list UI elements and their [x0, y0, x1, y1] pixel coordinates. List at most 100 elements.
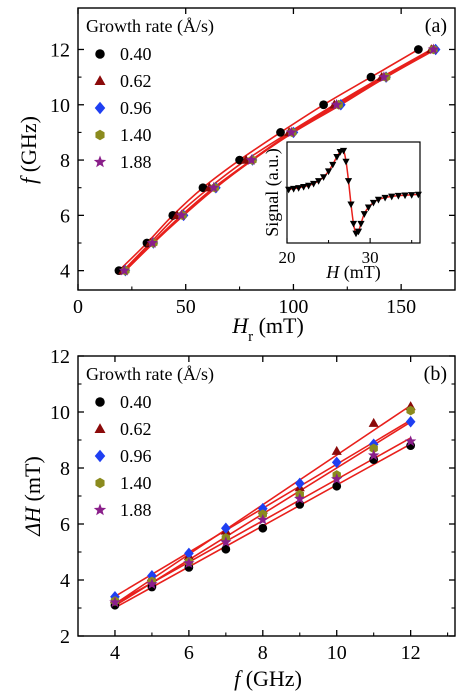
inset-data-point: [295, 185, 303, 192]
data-point: [276, 128, 285, 137]
inset-data-point: [374, 196, 383, 204]
data-point: [146, 578, 158, 590]
x-axis-subscript: r: [248, 329, 253, 345]
data-point: [184, 547, 194, 560]
inset-x-tick-label: 30: [362, 248, 379, 267]
data-point: [257, 513, 269, 525]
data-point: [378, 71, 390, 82]
data-point: [405, 416, 416, 428]
y-tick-label: 10: [50, 95, 70, 117]
x-axis-label: f (GHz): [234, 666, 302, 691]
x-axis-symbol: f: [234, 666, 243, 691]
legend-label: 0.62: [120, 419, 152, 439]
data-point: [235, 155, 244, 165]
series-1.88: [109, 435, 417, 608]
data-point: [198, 183, 208, 193]
series-0.96: [110, 416, 416, 603]
data-point: [319, 100, 328, 110]
y-axis-unit: (mT): [20, 456, 45, 507]
data-point: [332, 481, 342, 491]
data-point: [404, 435, 417, 447]
plot-frame: [77, 7, 456, 291]
legend-marker: [94, 423, 106, 433]
y-axis-unit: (GHz): [16, 116, 41, 178]
data-point: [147, 570, 157, 582]
inset-data-point: [414, 191, 422, 199]
legend-label: 0.62: [120, 71, 152, 91]
inset-data-point: [285, 186, 293, 194]
data-point: [285, 126, 297, 138]
legend-label: 0.96: [120, 98, 152, 118]
legend-label: 0.40: [120, 44, 152, 64]
data-point: [406, 405, 415, 416]
legend-marker: [95, 477, 105, 489]
y-tick-label: 4: [60, 570, 70, 592]
inset-data-point: [369, 199, 378, 207]
x-tick-label: 50: [176, 296, 196, 318]
inset-data-point: [354, 228, 363, 236]
y-tick-label: 12: [50, 346, 70, 368]
data-point: [369, 443, 378, 454]
data-point: [146, 237, 159, 248]
data-point: [295, 500, 305, 509]
data-point: [183, 557, 195, 569]
data-point: [366, 72, 376, 82]
inset-data-point: [408, 192, 416, 199]
y-tick-label: 4: [60, 261, 70, 283]
data-point: [294, 492, 306, 504]
inset-data-point: [324, 168, 333, 176]
data-point: [331, 456, 342, 469]
x-tick-label: 12: [401, 642, 421, 664]
inset-data-point: [319, 174, 328, 181]
data-point: [221, 544, 231, 554]
data-point: [118, 264, 131, 276]
inset-data-point: [300, 183, 308, 191]
y-tick-label: 6: [60, 205, 70, 227]
data-point: [109, 596, 121, 608]
y-tick-label: 10: [50, 402, 70, 424]
data-point: [368, 417, 379, 427]
legend-marker: [93, 503, 107, 516]
inset-data-point: [329, 161, 337, 169]
data-point: [208, 181, 220, 193]
legend: Growth rate (Å/s) 0.40 0.62 0.96 1.40 1.88: [86, 16, 214, 172]
inset: 20 30H (mT)Signal (a.u.): [262, 141, 422, 283]
y-tick-label: 6: [60, 514, 70, 536]
legend: Growth rate (Å/s) 0.40 0.62 0.96 1.40 1.88: [86, 364, 214, 520]
inset-data-point: [360, 211, 368, 218]
inset-data-point: [357, 220, 365, 228]
y-tick-label: 8: [60, 150, 70, 172]
x-axis-unit: (GHz): [240, 666, 302, 691]
x-tick-label: 0: [73, 296, 83, 318]
inset-data-point: [401, 192, 409, 200]
legend-label: 1.40: [120, 473, 152, 493]
inset-data-point: [314, 178, 323, 185]
inset-x-axis-label: H (mT): [325, 262, 380, 283]
inset-data-point: [290, 185, 298, 193]
x-tick-label: 4: [110, 642, 120, 664]
inset-data-point: [310, 180, 318, 188]
legend-marker: [95, 397, 105, 407]
inset-data-point: [349, 220, 358, 228]
inset-frame: [286, 141, 421, 244]
x-tick-label: 6: [184, 642, 194, 664]
y-tick-label: 8: [60, 458, 70, 480]
legend-marker: [93, 155, 107, 168]
x-tick-label: 10: [327, 642, 347, 664]
y-axis-symbol: ΔH: [20, 506, 45, 537]
data-point: [414, 45, 423, 54]
x-axis-unit: (mT): [253, 313, 304, 338]
panel-label: (b): [424, 363, 447, 385]
y-tick-label: 2: [60, 626, 70, 648]
legend-label: 1.88: [120, 152, 152, 172]
legend-label: 0.96: [120, 446, 152, 466]
data-point: [331, 473, 343, 485]
legend-marker: [95, 49, 105, 59]
x-axis-symbol: H: [231, 313, 249, 338]
data-point: [245, 154, 258, 165]
inset-data-point: [347, 201, 355, 209]
data-point: [331, 445, 342, 455]
inset-data-point: [305, 182, 313, 190]
inset-data-point: [388, 193, 396, 201]
panel-a: 0 50 100 150 4 6 8 10 12 (a) Growth rate (Å/s) 0.40…: [16, 7, 456, 345]
